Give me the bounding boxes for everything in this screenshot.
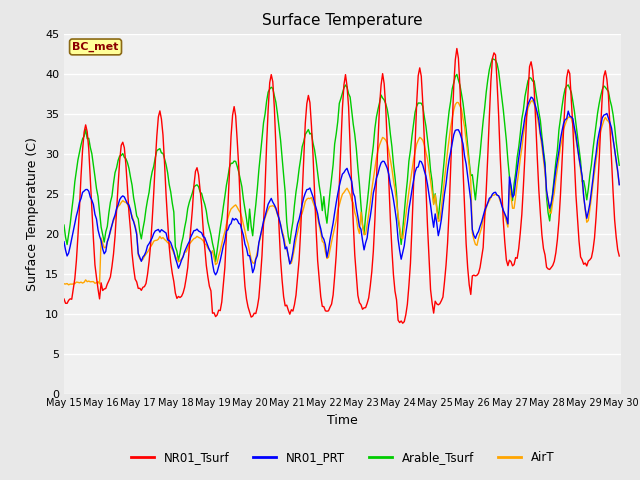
Title: Surface Temperature: Surface Temperature xyxy=(262,13,422,28)
X-axis label: Time: Time xyxy=(327,414,358,427)
Legend: NR01_Tsurf, NR01_PRT, Arable_Tsurf, AirT: NR01_Tsurf, NR01_PRT, Arable_Tsurf, AirT xyxy=(126,446,559,469)
Y-axis label: Surface Temperature (C): Surface Temperature (C) xyxy=(26,137,40,290)
Text: BC_met: BC_met xyxy=(72,42,119,52)
